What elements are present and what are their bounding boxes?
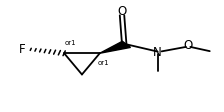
Text: F: F — [19, 42, 25, 55]
Text: N: N — [153, 46, 162, 59]
Polygon shape — [100, 42, 131, 54]
Text: or1: or1 — [97, 60, 109, 66]
Text: O: O — [183, 39, 192, 51]
Text: or1: or1 — [64, 40, 76, 45]
Text: O: O — [117, 5, 127, 18]
